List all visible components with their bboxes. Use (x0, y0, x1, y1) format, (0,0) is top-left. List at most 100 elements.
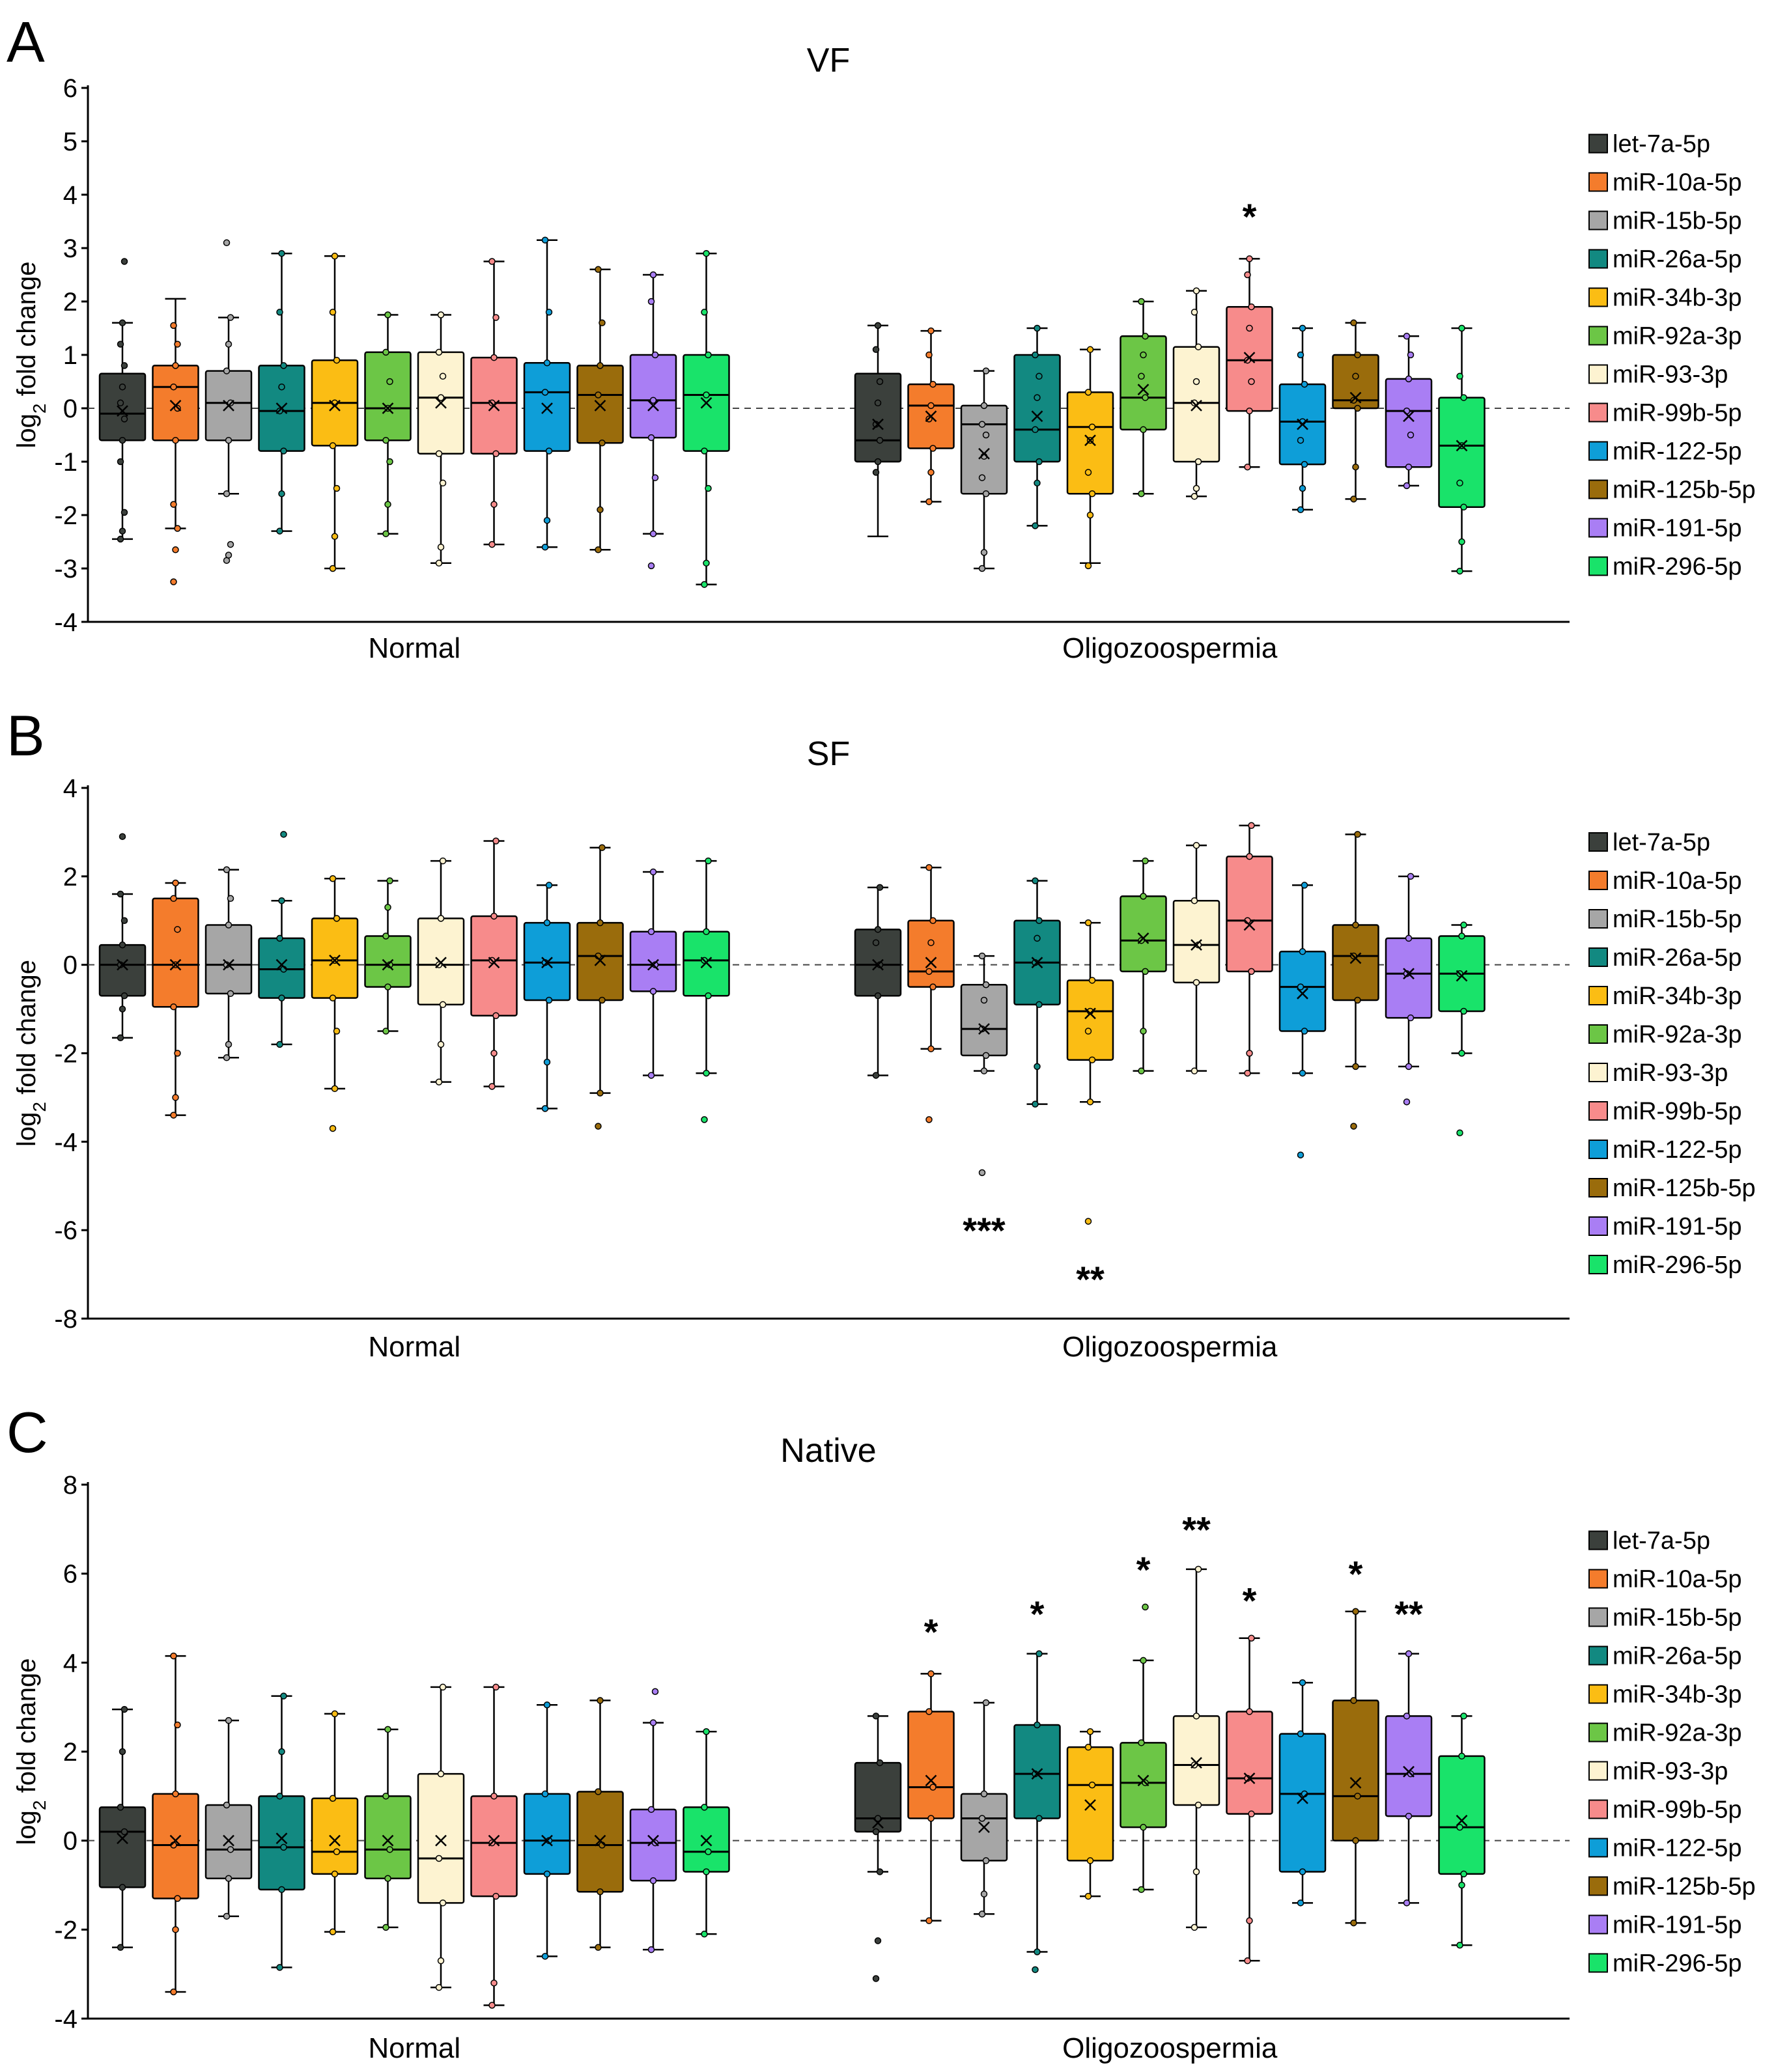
data-point (490, 1050, 498, 1057)
data-point (278, 1748, 285, 1756)
mean-marker (329, 1834, 341, 1847)
data-point (1142, 968, 1149, 975)
panel-letter: B (7, 703, 45, 768)
data-point (280, 447, 287, 455)
legend-label: miR-93-3p (1613, 1758, 1728, 1785)
legend-swatch (1588, 832, 1608, 852)
data-point (874, 992, 882, 1000)
data-point (170, 1988, 177, 1996)
box-miR-15b-5p-oligozoospermia (960, 367, 1008, 572)
box-iqr (204, 924, 253, 995)
box-miR-15b-5p-oligozoospermia (960, 1699, 1008, 1918)
legend-label: miR-15b-5p (1613, 1604, 1742, 1632)
panel-a: A VF 6 5 4 3 2 1 0 -1 -2 -3 -4 log2 fold change Normal… (7, 10, 1756, 664)
data-point (278, 249, 285, 257)
box-miR-296-5p-oligozoospermia (1438, 921, 1486, 1136)
mean-marker (1297, 418, 1308, 430)
significance-marker: ** (1076, 1259, 1105, 1300)
data-point (225, 921, 233, 929)
data-point (1138, 298, 1145, 305)
data-point (929, 380, 937, 388)
data-point (119, 527, 126, 535)
data-point (1192, 287, 1200, 294)
data-point (872, 469, 880, 476)
box-iqr (1278, 951, 1327, 1032)
data-point (874, 322, 882, 329)
mean-marker (382, 959, 394, 971)
box-miR-10a-5p-normal (152, 1652, 199, 1996)
box-miR-92a-3p-oligozoospermia (1120, 298, 1167, 497)
data-point (1297, 1151, 1304, 1158)
data-point (1301, 380, 1308, 388)
data-point (545, 996, 553, 1004)
data-point (1407, 351, 1415, 359)
data-point (982, 981, 990, 988)
box-iqr (1332, 1700, 1379, 1841)
y-tick-label: 3 (63, 234, 78, 263)
mean-marker (117, 959, 128, 971)
box-iqr (364, 1795, 412, 1879)
data-point (595, 1788, 602, 1795)
group-label: Oligozoospermia (1062, 1331, 1278, 1363)
data-point (223, 490, 231, 497)
data-point (437, 915, 445, 922)
panel-b: B SF 4 2 0 -2 -4 -6 -8 log2 fold change Normal Olig… (7, 703, 1756, 1363)
data-point (117, 341, 124, 348)
data-point (1084, 1743, 1092, 1751)
data-point (278, 1886, 285, 1894)
box-miR-99b-5p-oligozoospermia (1226, 822, 1273, 1077)
data-point (1138, 490, 1145, 497)
box-iqr (311, 1797, 359, 1875)
mean-marker (700, 957, 712, 969)
data-point (1350, 1919, 1357, 1927)
data-point (437, 1957, 445, 1965)
panel-title: VF (807, 42, 850, 79)
data-point (927, 1045, 935, 1052)
data-point (1297, 1899, 1304, 1907)
data-point (384, 501, 391, 508)
data-point (1194, 1801, 1202, 1809)
legend-label: miR-99b-5p (1613, 1098, 1742, 1125)
data-point (117, 890, 124, 898)
data-point (490, 1980, 498, 1987)
mean-marker (647, 959, 659, 971)
box-miR-125b-5p-normal (576, 1697, 624, 1951)
data-point (1246, 407, 1253, 415)
box-miR-93-3p-oligozoospermia (1172, 287, 1220, 500)
y-tick-label: -6 (54, 1216, 78, 1245)
mean-marker (1456, 440, 1468, 452)
box-miR-93-3p-normal (417, 311, 465, 567)
panel-title: Native (780, 1432, 876, 1470)
data-point (1246, 1917, 1253, 1924)
data-point (1407, 431, 1415, 439)
data-point (382, 436, 389, 444)
box-miR-15b-5p-normal (204, 239, 253, 564)
data-point (1354, 1793, 1361, 1800)
data-point (1405, 1650, 1413, 1657)
y-tick-label: -4 (54, 2005, 78, 2034)
mean-marker (329, 400, 341, 412)
mean-marker (1137, 932, 1149, 944)
data-point (437, 1041, 445, 1048)
box-iqr (258, 1795, 305, 1891)
y-tick-label: -2 (54, 1040, 78, 1069)
data-point (925, 968, 933, 975)
data-point (170, 1003, 177, 1011)
data-point (1458, 1752, 1465, 1760)
data-point (1142, 857, 1149, 865)
mean-marker (1403, 410, 1415, 423)
legend-swatch (1588, 249, 1608, 269)
box-iqr (523, 362, 571, 452)
data-point (225, 552, 233, 559)
significance-marker: *** (963, 1210, 1006, 1251)
box-miR-125b-5p-normal (576, 844, 624, 1130)
data-point (223, 1054, 231, 1061)
data-point (1244, 463, 1251, 471)
data-point (1142, 1603, 1149, 1611)
data-point (223, 239, 231, 247)
box-miR-34b-3p-oligozoospermia (1066, 346, 1114, 570)
mean-marker (1191, 939, 1202, 951)
data-point (227, 990, 234, 998)
box-miR-26a-5p-oligozoospermia (1013, 324, 1061, 529)
data-point (1191, 493, 1198, 500)
